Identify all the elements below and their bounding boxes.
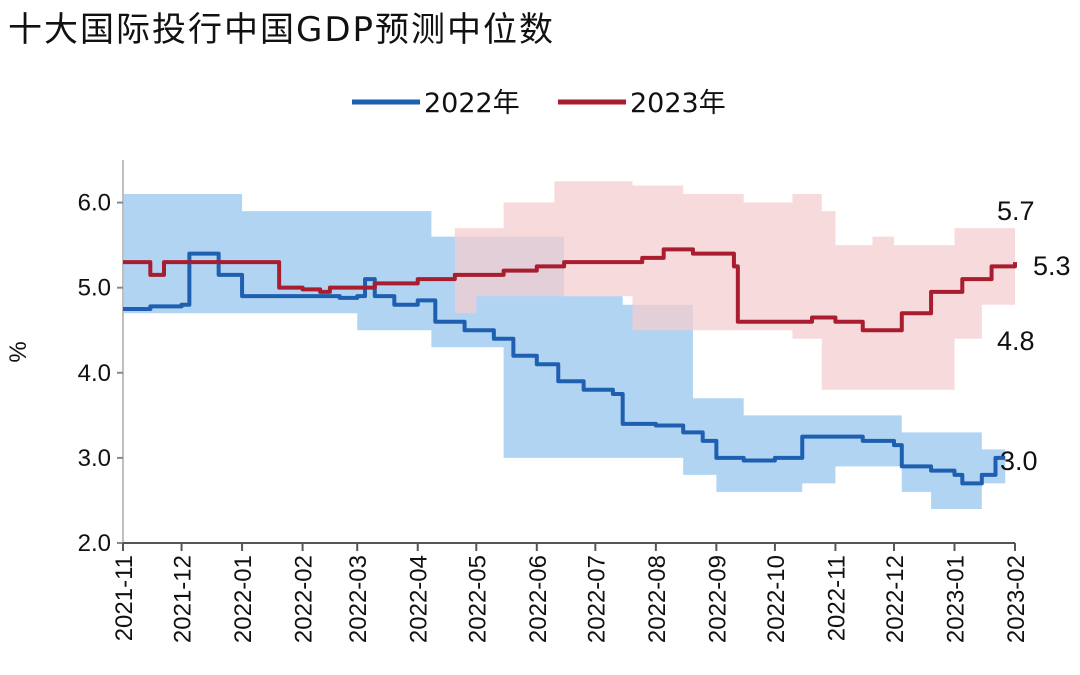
x-tick-label: 2022-05 (464, 555, 491, 643)
y-tick-label: 2.0 (78, 530, 111, 557)
end-label-2023-low: 4.8 (997, 326, 1035, 356)
x-tick-label: 2022-09 (704, 555, 731, 643)
x-tick-label: 2022-06 (525, 555, 552, 643)
end-label-2022-end: 3.0 (1000, 446, 1038, 476)
end-label-2023-mid: 5.3 (1033, 251, 1071, 281)
y-axis-label: % (5, 341, 32, 362)
x-tick-label: 2022-02 (291, 555, 318, 643)
axes-layer: 2.0 3.0 4.0 5.0 6.0 2021-11 2021-12 2022-01 2022… (78, 160, 1030, 643)
x-tick-label: 2022-04 (406, 555, 433, 643)
end-label-2023-high: 5.7 (997, 196, 1035, 226)
band-2023 (454, 181, 1016, 390)
x-tick-label: 2021-12 (170, 555, 197, 643)
y-tick-label: 5.0 (78, 275, 111, 302)
y-tick-label: 4.0 (78, 360, 111, 387)
x-tick-label: 2023-01 (942, 555, 969, 643)
series-line-2023 (123, 247, 1017, 333)
x-tick-label: 2022-08 (644, 555, 671, 643)
bands-layer (123, 181, 1016, 509)
legend-label-2023: 2023年 (630, 88, 726, 119)
x-tick-label: 2022-01 (230, 555, 257, 643)
legend: 2022年 2023年 (352, 88, 726, 119)
x-tick-label: 2022-11 (823, 555, 850, 641)
x-tick-label: 2022-03 (345, 555, 372, 643)
x-tick-label: 2023-02 (1003, 555, 1030, 643)
lines-layer (123, 247, 1017, 486)
y-tick-label: 6.0 (78, 190, 111, 217)
band-2022 (123, 194, 1006, 509)
x-tick-label: 2022-10 (763, 555, 790, 643)
y-tick-label: 3.0 (78, 445, 111, 472)
x-tick-label: 2022-07 (583, 555, 610, 643)
legend-label-2022: 2022年 (424, 88, 520, 119)
x-tick-label: 2021-11 (111, 555, 138, 641)
chart-title: 十大国际投行中国GDP预测中位数 (8, 10, 556, 50)
series-line-2022 (123, 251, 1006, 486)
x-tick-label: 2022-12 (882, 555, 909, 643)
